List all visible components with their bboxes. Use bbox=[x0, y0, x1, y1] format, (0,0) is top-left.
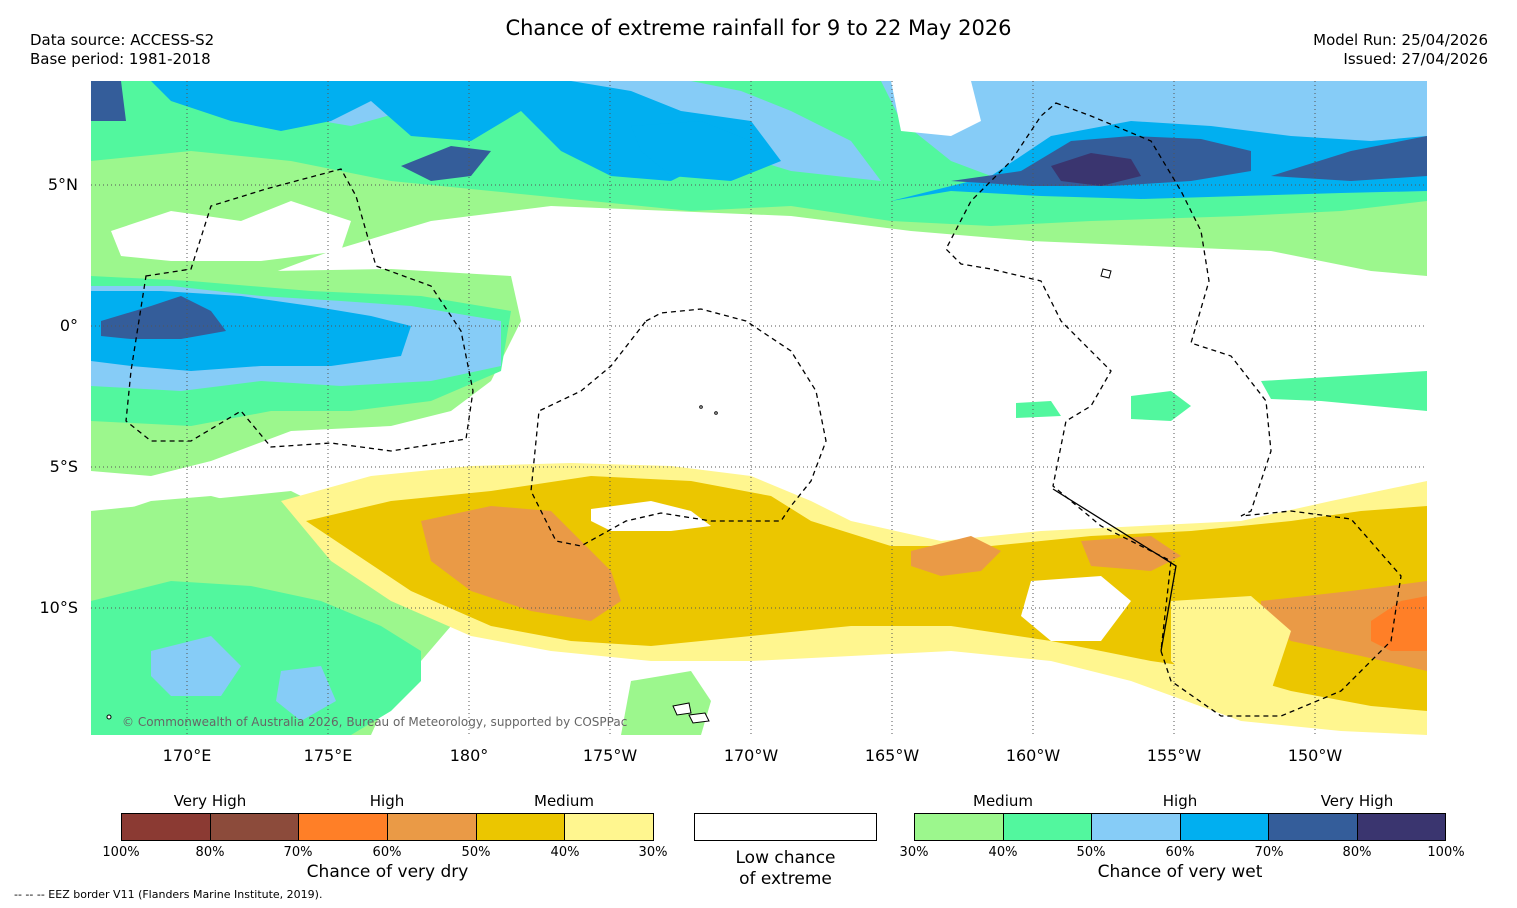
map-title: Chance of extreme rainfall for 9 to 22 M… bbox=[505, 16, 1012, 40]
graticule bbox=[91, 81, 1427, 735]
dry-tick-60: 60% bbox=[372, 845, 402, 860]
lat-label-10s: 10°S bbox=[39, 598, 78, 617]
wet-swatch-1 bbox=[915, 814, 1004, 840]
lon-label-170w: 170°W bbox=[723, 746, 779, 765]
lon-label-160w: 160°W bbox=[1005, 746, 1061, 765]
islands bbox=[106, 268, 1112, 724]
wet-category-high: High bbox=[1162, 792, 1198, 810]
wet-swatch-4 bbox=[1180, 814, 1269, 840]
lon-label-165w: 165°W bbox=[864, 746, 920, 765]
lat-label-5n: 5°N bbox=[47, 175, 78, 194]
dry-legend-title: Chance of very dry bbox=[306, 862, 469, 882]
wet-tick-70: 70% bbox=[1254, 845, 1284, 860]
dry-category-very-high: Very High bbox=[173, 792, 247, 810]
data-info: Data source: ACCESS-S2 Base period: 1981… bbox=[30, 31, 214, 69]
model-run: Model Run: 25/04/2026 bbox=[1313, 31, 1488, 49]
dry-colorbar bbox=[121, 813, 654, 841]
wet-tick-100: 100% bbox=[1427, 845, 1465, 860]
lon-label-150w: 150°W bbox=[1287, 746, 1343, 765]
lon-label-180: 180° bbox=[449, 746, 489, 765]
dry-swatch-5 bbox=[476, 814, 566, 840]
neutral-legend-line2: of extreme bbox=[739, 869, 832, 889]
run-info: Model Run: 25/04/2026 Issued: 27/04/2026 bbox=[1313, 31, 1488, 69]
wet-swatch-2 bbox=[1003, 814, 1092, 840]
dry-tick-70: 70% bbox=[283, 845, 313, 860]
dry-category-medium: Medium bbox=[534, 792, 594, 810]
dry-region-south bbox=[281, 463, 1427, 735]
wet-legend-title: Chance of very wet bbox=[1097, 862, 1263, 882]
wet-tick-80: 80% bbox=[1342, 845, 1372, 860]
eez-borders bbox=[125, 102, 1402, 717]
wet-tick-50: 50% bbox=[1076, 845, 1106, 860]
dry-category-high: High bbox=[369, 792, 405, 810]
dry-tick-80: 80% bbox=[195, 845, 225, 860]
wet-swatch-5 bbox=[1269, 814, 1358, 840]
wet-swatch-3 bbox=[1092, 814, 1181, 840]
issued-date: Issued: 27/04/2026 bbox=[1343, 50, 1488, 68]
wet-category-medium: Medium bbox=[973, 792, 1033, 810]
dry-tick-50: 50% bbox=[461, 845, 491, 860]
dry-tick-40: 40% bbox=[550, 845, 580, 860]
rainfall-map: © Commonwealth of Australia 2026, Bureau… bbox=[91, 81, 1427, 735]
map-canvas bbox=[91, 81, 1427, 735]
wet-tick-60: 60% bbox=[1165, 845, 1195, 860]
wet-colorbar bbox=[914, 813, 1446, 841]
lat-label-0: 0° bbox=[59, 316, 78, 335]
clear-patches-north bbox=[111, 81, 981, 261]
maritime-boundary bbox=[1052, 488, 1177, 652]
lon-label-155w: 155°W bbox=[1146, 746, 1202, 765]
dry-swatch-4 bbox=[388, 814, 477, 840]
dry-tick-100: 100% bbox=[102, 845, 140, 860]
dry-tick-30: 30% bbox=[638, 845, 668, 860]
dry-swatch-3 bbox=[299, 814, 389, 840]
dry-swatch-1 bbox=[122, 814, 211, 840]
dry-swatch-6 bbox=[565, 814, 654, 840]
eez-footnote: -- -- -- EEZ border V11 (Flanders Marine… bbox=[14, 888, 323, 901]
base-period: Base period: 1981-2018 bbox=[30, 50, 211, 68]
wet-tick-40: 40% bbox=[988, 845, 1018, 860]
lon-label-175w: 175°W bbox=[582, 746, 638, 765]
copyright-notice: © Commonwealth of Australia 2026, Bureau… bbox=[122, 715, 628, 729]
dry-swatch-2 bbox=[210, 814, 300, 840]
data-source: Data source: ACCESS-S2 bbox=[30, 31, 215, 49]
wet-category-very-high: Very High bbox=[1320, 792, 1394, 810]
lat-label-5s: 5°S bbox=[49, 457, 78, 476]
lon-label-175e: 175°E bbox=[303, 746, 353, 765]
neutral-legend-label: Low chance of extreme bbox=[694, 848, 877, 890]
neutral-legend-line1: Low chance bbox=[735, 848, 836, 868]
lon-label-170e: 170°E bbox=[162, 746, 212, 765]
wet-tick-30: 30% bbox=[899, 845, 929, 860]
wet-swatch-6 bbox=[1357, 814, 1445, 840]
neutral-swatch bbox=[694, 813, 877, 841]
wet-region-south bbox=[91, 496, 711, 735]
